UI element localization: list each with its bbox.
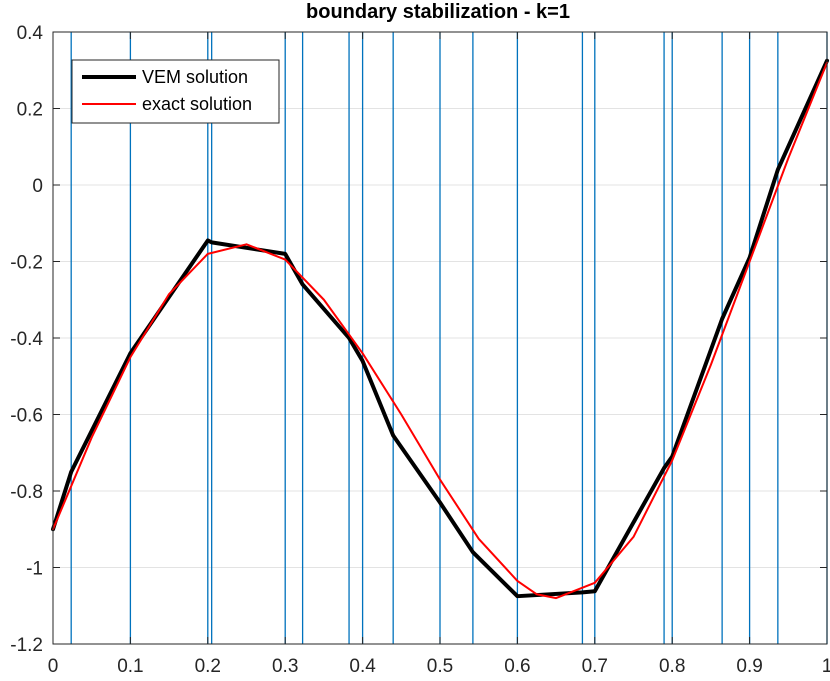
y-tick-label: 0 xyxy=(32,176,43,197)
legend-box xyxy=(71,59,280,124)
y-tick-label: -0.4 xyxy=(10,329,43,350)
x-tick-label: 0.8 xyxy=(659,656,685,677)
x-tick-label: 0.9 xyxy=(736,656,762,677)
y-tick-label: 0.2 xyxy=(17,100,43,121)
y-tick-label: -0.8 xyxy=(10,482,43,503)
x-tick-label: 0.6 xyxy=(504,656,530,677)
y-tick-label: 0.4 xyxy=(17,23,44,44)
mesh-lines xyxy=(70,32,828,644)
x-tick-label: 0.4 xyxy=(349,656,376,677)
x-tick-label: 0 xyxy=(48,656,59,677)
legend: VEM solution exact solution xyxy=(71,59,280,124)
x-axis-ticks: 0 0.1 0.2 0.3 0.4 0.5 0.6 0.7 0.8 0.9 1 xyxy=(48,32,830,677)
data-series xyxy=(51,58,829,600)
x-tick-label: 0.5 xyxy=(427,656,453,677)
y-tick-label: -0.2 xyxy=(10,253,43,274)
legend-label-vem: VEM solution xyxy=(142,67,248,87)
chart-title: boundary stabilization - k=1 xyxy=(306,1,570,23)
x-tick-label: 0.7 xyxy=(582,656,608,677)
y-axis-ticks: -1.2 -1 -0.8 -0.6 -0.4 -0.2 0 0.2 0.4 xyxy=(10,23,827,656)
y-tick-label: -0.6 xyxy=(10,406,43,427)
x-tick-label: 0.3 xyxy=(272,656,298,677)
series-line-1 xyxy=(52,61,828,600)
x-tick-label: 1 xyxy=(822,656,830,677)
x-tick-label: 0.2 xyxy=(195,656,221,677)
series-line-0 xyxy=(51,58,829,599)
y-tick-label: -1.2 xyxy=(10,635,43,656)
legend-label-exact: exact solution xyxy=(142,94,252,114)
y-tick-label: -1 xyxy=(26,559,43,580)
x-tick-label: 0.1 xyxy=(117,656,143,677)
